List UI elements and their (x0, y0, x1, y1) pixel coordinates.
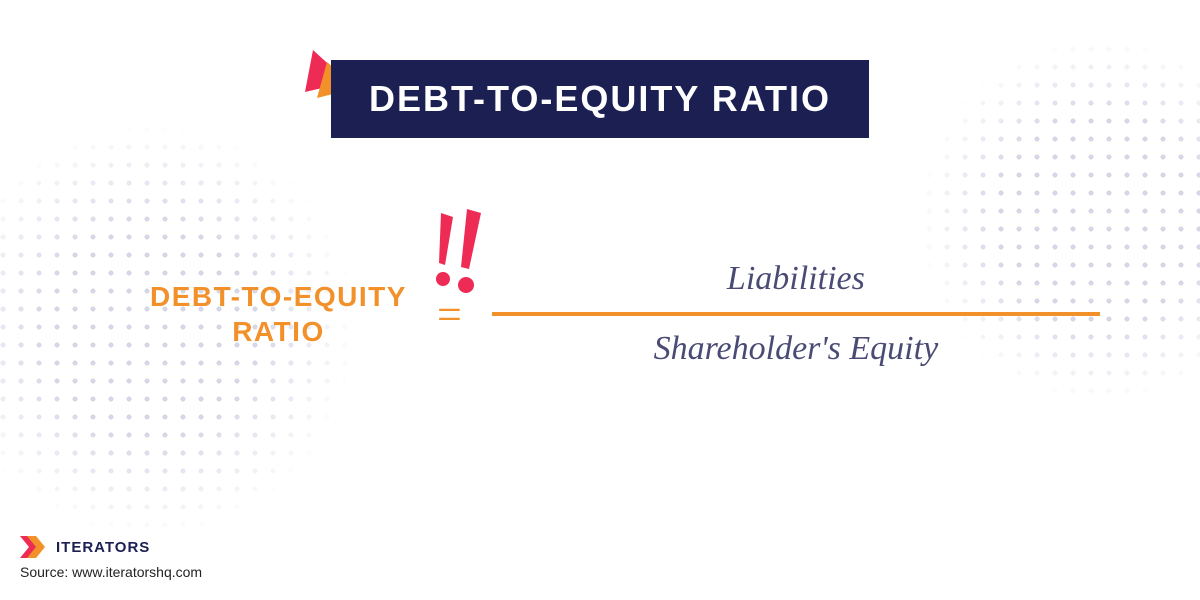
source-label: Source: www.iteratorshq.com (20, 564, 202, 580)
brand-chevron-icon (20, 536, 48, 558)
formula-lhs: DEBT-TO-EQUITY RATIO (150, 279, 407, 349)
numerator: Liabilities (727, 260, 865, 298)
title-text: DEBT-TO-EQUITY RATIO (331, 60, 869, 138)
exclaim-icon (423, 209, 493, 299)
brand-name: ITERATORS (56, 539, 150, 556)
brand: ITERATORS (20, 536, 202, 558)
equals-wrap: = (437, 289, 462, 340)
formula: DEBT-TO-EQUITY RATIO = Liabilities Share… (0, 260, 1200, 368)
title-banner: DEBT-TO-EQUITY RATIO (331, 60, 869, 138)
fraction: Liabilities Shareholder's Equity (492, 260, 1100, 368)
denominator: Shareholder's Equity (654, 330, 939, 368)
footer: ITERATORS Source: www.iteratorshq.com (20, 536, 202, 580)
fraction-bar (492, 312, 1100, 316)
